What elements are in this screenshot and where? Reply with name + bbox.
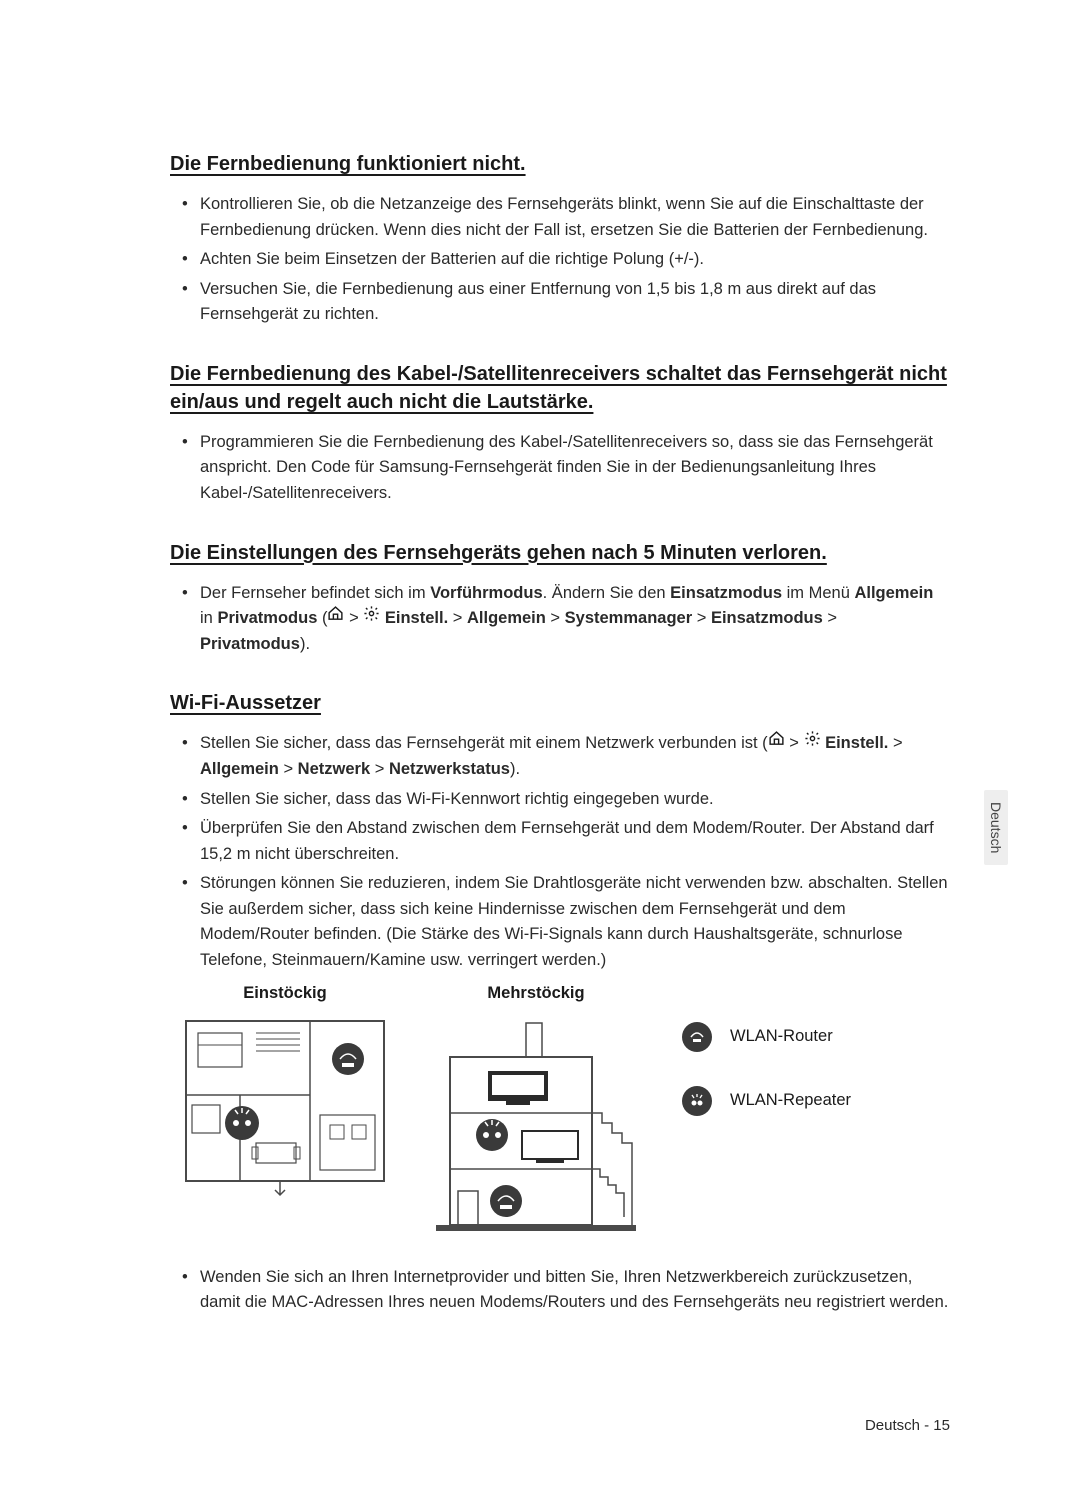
text: > [370, 760, 389, 778]
list-remote: Kontrollieren Sie, ob die Netzanzeige de… [170, 192, 950, 328]
bold: Vorführmodus [430, 584, 542, 602]
bold: Allgemein [200, 760, 279, 778]
text: Der Fernseher befindet sich im [200, 584, 430, 602]
diagram-label: Einstöckig [180, 984, 390, 1003]
list-item: Programmieren Sie die Fernbedienung des … [200, 430, 950, 507]
bold: Einsatzmodus [711, 609, 823, 627]
bold: Allgemein [467, 609, 546, 627]
diagrams-row: Einstöckig [180, 984, 950, 1235]
bold: Einstell. [385, 609, 448, 627]
page-content: Die Fernbedienung funktioniert nicht. Ko… [0, 0, 1080, 1408]
section-receiver: Die Fernbedienung des Kabel-/Satellitenr… [170, 360, 950, 507]
list-item: Versuchen Sie, die Fernbedienung aus ein… [200, 277, 950, 328]
text: in [200, 609, 217, 627]
bold: Einsatzmodus [670, 584, 782, 602]
diagram-multi-floor: Mehrstöckig [436, 984, 636, 1235]
text: > [279, 760, 298, 778]
text: > [546, 609, 565, 627]
section-settings: Die Einstellungen des Fernsehgeräts gehe… [170, 539, 950, 658]
repeater-icon [682, 1086, 712, 1116]
text: > [448, 609, 467, 627]
language-tab: Deutsch [984, 790, 1008, 865]
home-icon [768, 730, 785, 756]
bold: Einstell. [825, 734, 888, 752]
floorplan-multi-icon [436, 1015, 636, 1235]
list-item: Kontrollieren Sie, ob die Netzanzeige de… [200, 192, 950, 243]
page-footer: Deutsch - 15 [865, 1417, 950, 1434]
bold: Netzwerk [298, 760, 370, 778]
bold: Systemmanager [565, 609, 692, 627]
text: Stellen Sie sicher, dass das Fernsehgerä… [200, 734, 768, 752]
diagram-label: Mehrstöckig [436, 984, 636, 1003]
heading-wifi: Wi-Fi-Aussetzer [170, 689, 950, 717]
text: > [692, 609, 711, 627]
list-wifi-after: Wenden Sie sich an Ihren Internetprovide… [170, 1265, 950, 1316]
text: > [785, 734, 804, 752]
floorplan-single-icon [180, 1015, 390, 1200]
text: ). [510, 760, 520, 778]
list-item: Der Fernseher befindet sich im Vorführmo… [200, 581, 950, 658]
legend-label: WLAN-Repeater [730, 1091, 851, 1110]
section-remote: Die Fernbedienung funktioniert nicht. Ko… [170, 150, 950, 328]
list-item: Stellen Sie sicher, dass das Wi-Fi-Kennw… [200, 787, 950, 813]
text: > [888, 734, 902, 752]
text: ). [300, 635, 310, 653]
list-item: Stellen Sie sicher, dass das Fernsehgerä… [200, 731, 950, 782]
home-icon [327, 605, 344, 631]
legend-repeater: WLAN-Repeater [682, 1086, 851, 1116]
bold: Allgemein [854, 584, 933, 602]
gear-icon [363, 605, 380, 631]
text: > [344, 609, 363, 627]
diagram-single-floor: Einstöckig [180, 984, 390, 1200]
router-icon [682, 1022, 712, 1052]
list-wifi: Stellen Sie sicher, dass das Fernsehgerä… [170, 731, 950, 973]
legend-label: WLAN-Router [730, 1027, 833, 1046]
list-receiver: Programmieren Sie die Fernbedienung des … [170, 430, 950, 507]
diagram-legend: WLAN-Router WLAN-Repeater [682, 984, 851, 1116]
text: im Menü [782, 584, 854, 602]
heading-receiver: Die Fernbedienung des Kabel-/Satellitenr… [170, 360, 950, 416]
text: . Ändern Sie den [543, 584, 671, 602]
heading-settings: Die Einstellungen des Fernsehgeräts gehe… [170, 539, 950, 567]
text: > [823, 609, 837, 627]
text: ( [317, 609, 327, 627]
list-item: Überprüfen Sie den Abstand zwischen dem … [200, 816, 950, 867]
bold: Netzwerkstatus [389, 760, 510, 778]
bold: Privatmodus [200, 635, 300, 653]
gear-icon [804, 730, 821, 756]
bold: Privatmodus [217, 609, 317, 627]
list-item: Wenden Sie sich an Ihren Internetprovide… [200, 1265, 950, 1316]
heading-remote: Die Fernbedienung funktioniert nicht. [170, 150, 950, 178]
section-wifi: Wi-Fi-Aussetzer Stellen Sie sicher, dass… [170, 689, 950, 1315]
list-settings: Der Fernseher befindet sich im Vorführmo… [170, 581, 950, 658]
list-item: Achten Sie beim Einsetzen der Batterien … [200, 247, 950, 273]
list-item: Störungen können Sie reduzieren, indem S… [200, 871, 950, 973]
legend-router: WLAN-Router [682, 1022, 851, 1052]
